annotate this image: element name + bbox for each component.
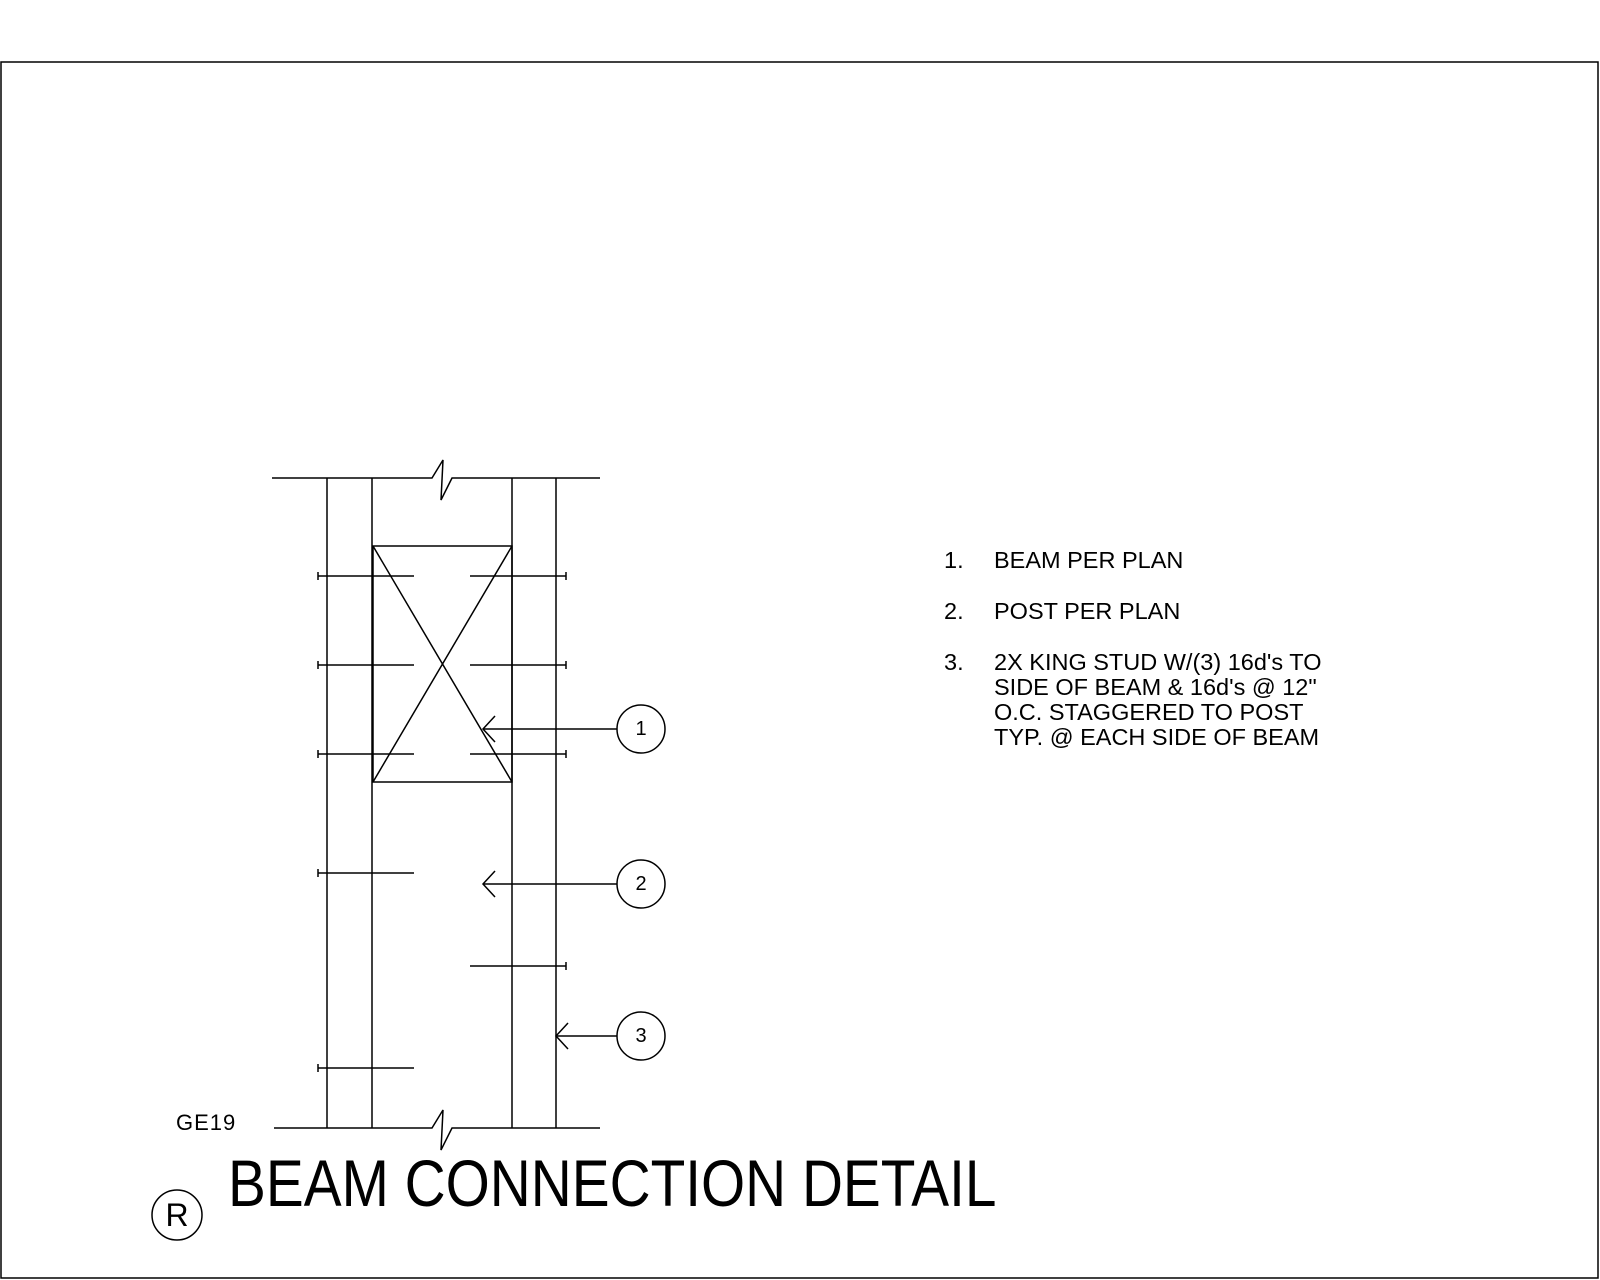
note-item: 3. 2X KING STUD W/(3) 16d's TO SIDE OF B… <box>944 650 1404 750</box>
callout-number-1: 1 <box>635 718 647 740</box>
drawing-title: BEAM CONNECTION DETAIL <box>228 1146 997 1220</box>
note-number: 2. <box>944 598 964 624</box>
beam-connection-drawing <box>151 459 666 1241</box>
callout-number-3: 3 <box>635 1025 647 1047</box>
detail-tag-letter: R <box>165 1197 189 1233</box>
bottom-break-line <box>274 1109 600 1151</box>
note-item: 1. BEAM PER PLAN <box>944 548 1404 573</box>
leader-arrow-3 <box>554 1011 666 1061</box>
note-number: 3. <box>944 649 964 675</box>
top-break-line <box>272 459 600 501</box>
callout-number-2: 2 <box>635 873 647 895</box>
general-notes: 1. BEAM PER PLAN 2. POST PER PLAN 3. 2X … <box>944 548 1404 776</box>
detail-id: GE19 <box>176 1110 237 1135</box>
nail-marks-left <box>317 572 414 1072</box>
detail-tag-circle <box>151 1189 203 1241</box>
beam-section-diagonal <box>372 545 513 783</box>
callout-bubble-1 <box>616 704 666 754</box>
note-text: POST PER PLAN <box>994 598 1181 624</box>
note-item: 2. POST PER PLAN <box>944 599 1404 624</box>
sheet-border <box>0 61 1599 1279</box>
note-text: 2X KING STUD W/(3) 16d's TO SIDE OF BEAM… <box>994 649 1322 750</box>
leader-arrow-2 <box>481 859 666 909</box>
note-number: 1. <box>944 547 964 573</box>
beam-section <box>372 545 513 783</box>
leader-arrow-1 <box>481 704 666 754</box>
note-text: BEAM PER PLAN <box>994 547 1184 573</box>
callout-bubble-2 <box>616 859 666 909</box>
nail-marks-right <box>470 572 567 970</box>
callout-bubble-3 <box>616 1011 666 1061</box>
